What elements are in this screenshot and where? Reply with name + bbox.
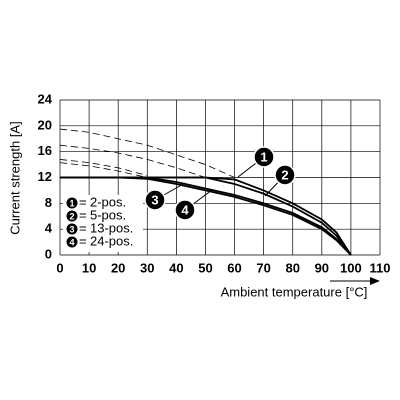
line bbox=[60, 176, 352, 256]
legend-marker bbox=[66, 223, 78, 235]
callout-circle bbox=[253, 146, 275, 168]
legend-marker bbox=[66, 197, 78, 209]
legend-label: 2-pos. bbox=[90, 194, 126, 209]
y-tick-label: 20 bbox=[38, 117, 52, 132]
dashed-line bbox=[59, 128, 235, 178]
x-tick-label: 20 bbox=[111, 260, 125, 275]
legend-separator: = bbox=[79, 194, 87, 209]
x-tick-label: 40 bbox=[169, 260, 183, 275]
legend-label: 5-pos. bbox=[90, 207, 126, 222]
y-tick-label: 24 bbox=[38, 91, 53, 106]
x-tick-label: 90 bbox=[315, 260, 329, 275]
x-tick-label: 30 bbox=[140, 260, 154, 275]
y-tick-label: 0 bbox=[45, 246, 52, 261]
legend-label: 13-pos. bbox=[90, 220, 133, 235]
x-tick-label: 60 bbox=[227, 260, 241, 275]
y-tick-label: 8 bbox=[45, 195, 52, 210]
callout-circle bbox=[174, 199, 196, 221]
x-tick-label: 70 bbox=[256, 260, 270, 275]
callout-circle bbox=[144, 189, 166, 211]
legend-marker bbox=[66, 210, 78, 222]
legend-number: 4 bbox=[69, 237, 74, 247]
x-tick-label: 100 bbox=[340, 260, 362, 275]
y-axis-label: Current strength [A] bbox=[7, 121, 22, 234]
x-arrow bbox=[330, 277, 380, 285]
dashed-line bbox=[59, 162, 148, 178]
legend-separator: = bbox=[79, 220, 87, 235]
y-tick-label: 16 bbox=[38, 143, 52, 158]
x-tick-label: 80 bbox=[285, 260, 299, 275]
legend-marker bbox=[66, 236, 78, 248]
legend-separator: = bbox=[79, 233, 87, 248]
legend-number: 3 bbox=[69, 224, 74, 234]
dashed-line bbox=[59, 159, 148, 176]
x-tick-label: 10 bbox=[82, 260, 96, 275]
x-axis-label: Ambient temperature [°C] bbox=[221, 284, 368, 299]
legend-number: 2 bbox=[69, 211, 74, 221]
y-tick-label: 12 bbox=[38, 169, 52, 184]
callout-number: 4 bbox=[181, 202, 189, 217]
callout-number: 1 bbox=[260, 149, 267, 164]
x-tick-label: 0 bbox=[56, 260, 63, 275]
callout-number: 3 bbox=[151, 192, 158, 207]
x-tick-label: 110 bbox=[370, 260, 391, 275]
y-tick-label: 4 bbox=[45, 221, 53, 236]
x-tick-label: 50 bbox=[198, 260, 212, 275]
legend-number: 1 bbox=[69, 198, 74, 208]
callout-number: 2 bbox=[281, 167, 288, 182]
callout-circle bbox=[274, 164, 296, 186]
dashed-line bbox=[59, 144, 206, 178]
legend-label: 24-pos. bbox=[90, 233, 133, 248]
legend-separator: = bbox=[79, 207, 87, 222]
